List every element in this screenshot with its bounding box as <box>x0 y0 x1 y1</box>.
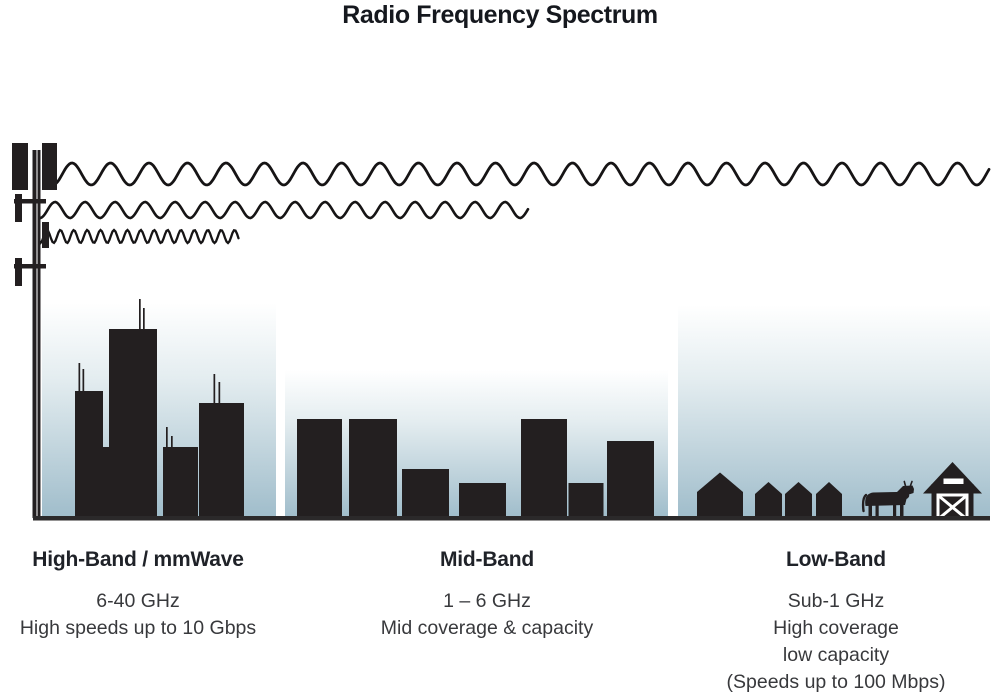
low-band-wave <box>45 161 991 187</box>
band-line: 1 – 6 GHz <box>443 590 531 612</box>
antenna-icon <box>82 369 85 393</box>
house-icon <box>785 482 812 518</box>
antenna-icon <box>139 299 141 331</box>
house-icon <box>697 472 743 518</box>
band-line: Mid coverage & capacity <box>380 617 594 639</box>
ground-line <box>33 516 990 521</box>
high-band-buildings <box>75 299 244 518</box>
antenna-icon <box>218 382 221 405</box>
band-line: low capacity <box>782 644 890 666</box>
page-title: Radio Frequency Spectrum <box>342 1 658 29</box>
band-line: High speeds up to 10 Gbps <box>19 617 257 639</box>
mid-band-buildings <box>297 419 654 518</box>
band-label-high-band: High-Band / mmWave 6-40 GHz High speeds … <box>13 548 263 642</box>
band-heading: Low-Band <box>786 548 886 571</box>
antenna-icon <box>78 363 81 393</box>
band-line: High coverage <box>773 617 899 639</box>
antenna-icon <box>171 436 173 448</box>
antenna-icon <box>166 427 168 448</box>
band-line: Sub-1 GHz <box>787 590 885 612</box>
band-line: (Speeds up to 100 Mbps) <box>726 671 946 693</box>
barn-icon <box>923 462 982 520</box>
band-line: 6-40 GHz <box>96 590 180 612</box>
high-band-wave <box>37 228 240 245</box>
house-icon <box>755 482 782 518</box>
band-label-low-band: Low-Band Sub-1 GHz High coverage low cap… <box>711 548 961 696</box>
antenna-icon <box>143 308 145 331</box>
band-label-mid-band: Mid-Band 1 – 6 GHz Mid coverage & capaci… <box>362 548 612 642</box>
spectrum-illustration <box>12 143 991 521</box>
house-icon <box>816 482 842 518</box>
band-heading: High-Band / mmWave <box>32 548 244 571</box>
cell-tower-icon <box>12 143 57 518</box>
antenna-icon <box>213 374 216 405</box>
radio-waves <box>37 161 991 245</box>
low-band-scene <box>697 462 982 520</box>
cow-icon <box>861 480 914 518</box>
mid-band-wave <box>37 200 530 220</box>
band-heading: Mid-Band <box>439 548 535 571</box>
